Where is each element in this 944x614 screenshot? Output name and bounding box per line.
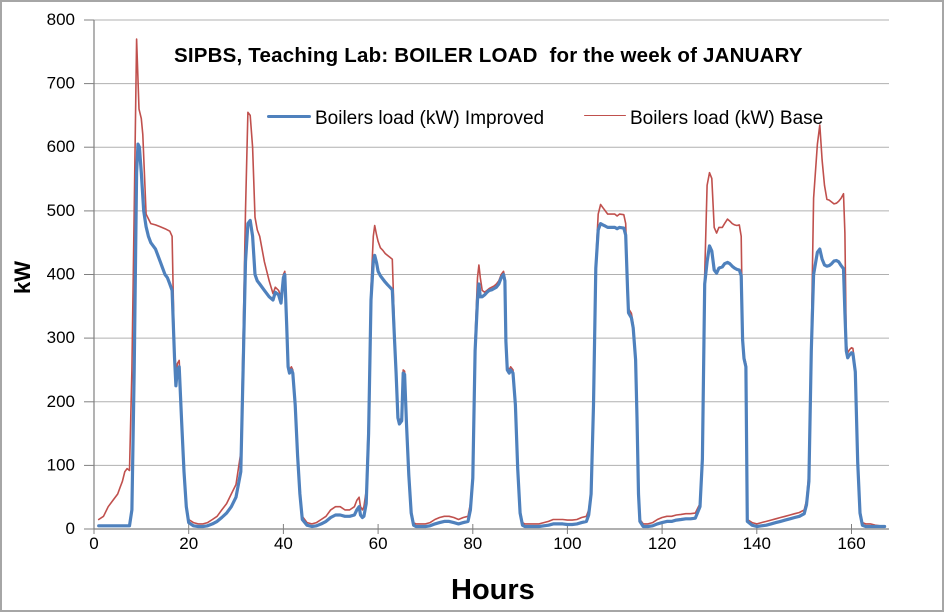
svg-text:500: 500 <box>47 201 75 220</box>
svg-text:200: 200 <box>47 392 75 411</box>
svg-text:100: 100 <box>553 534 581 553</box>
svg-text:100: 100 <box>47 455 75 474</box>
svg-text:120: 120 <box>648 534 676 553</box>
svg-text:600: 600 <box>47 137 75 156</box>
svg-text:700: 700 <box>47 74 75 93</box>
svg-text:400: 400 <box>47 265 75 284</box>
svg-text:40: 40 <box>274 534 293 553</box>
svg-text:60: 60 <box>369 534 388 553</box>
svg-text:300: 300 <box>47 328 75 347</box>
svg-text:0: 0 <box>66 519 75 538</box>
svg-text:160: 160 <box>837 534 865 553</box>
svg-text:0: 0 <box>89 534 98 553</box>
svg-text:20: 20 <box>179 534 198 553</box>
svg-text:140: 140 <box>743 534 771 553</box>
svg-text:800: 800 <box>47 10 75 29</box>
svg-text:80: 80 <box>463 534 482 553</box>
